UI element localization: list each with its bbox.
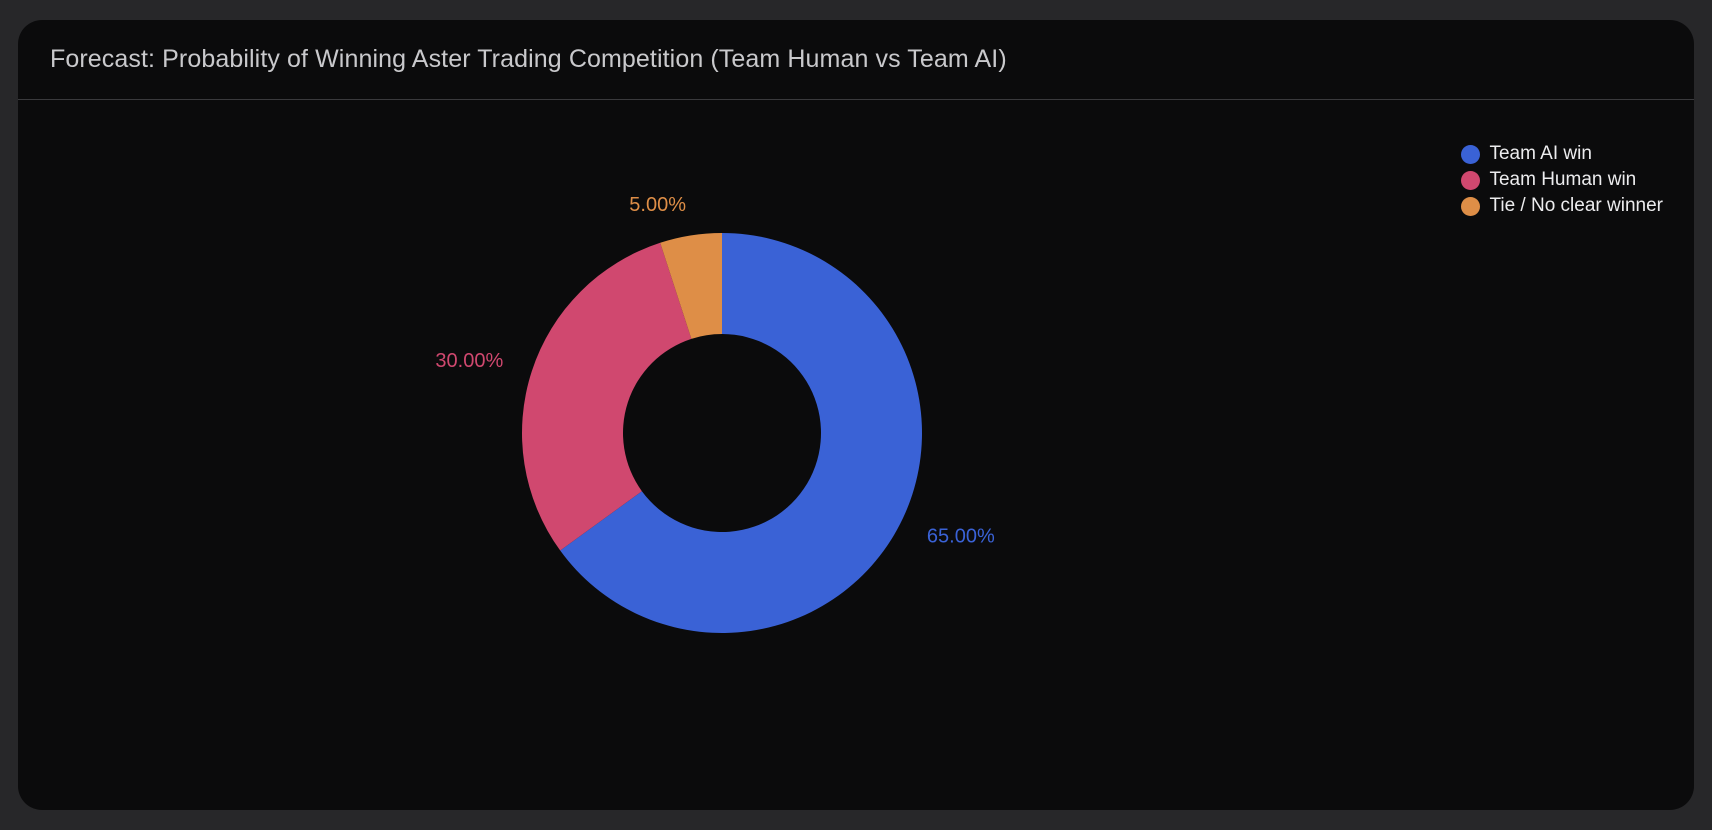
slice-team-ai[interactable]: [560, 233, 922, 633]
legend-swatch-tie: [1461, 196, 1481, 216]
legend-label-team-ai: Team AI win: [1489, 143, 1592, 164]
legend-item-team-human[interactable]: Team Human win: [1461, 167, 1663, 193]
card-header: Forecast: Probability of Winning Aster T…: [18, 20, 1694, 100]
legend-item-team-ai[interactable]: Team AI win: [1461, 141, 1663, 167]
legend-label-team-human: Team Human win: [1489, 169, 1637, 190]
legend-item-tie[interactable]: Tie / No clear winner: [1461, 193, 1663, 219]
donut-chart: 65.00% 30.00% 5.00%: [435, 194, 995, 633]
slice-tie[interactable]: [660, 233, 722, 339]
chart-area: 65.00% 30.00% 5.00% Team AI win Team Human…: [18, 101, 1694, 810]
legend-swatch-team-human: [1461, 170, 1481, 190]
slice-team-human[interactable]: [522, 242, 692, 551]
legend-label-tie: Tie / No clear winner: [1489, 195, 1663, 216]
legend-swatch-team-ai: [1461, 144, 1481, 164]
chart-card: Forecast: Probability of Winning Aster T…: [18, 20, 1694, 810]
data-label-team-ai: 65.00%: [927, 526, 995, 548]
data-label-tie: 5.00%: [629, 194, 686, 216]
donut-labels: 65.00% 30.00% 5.00%: [435, 194, 995, 548]
donut-slices: [522, 233, 922, 633]
chart-title: Forecast: Probability of Winning Aster T…: [50, 45, 1007, 73]
legend: Team AI win Team Human win Tie / No clea…: [1461, 141, 1663, 219]
data-label-team-human: 30.00%: [435, 350, 503, 372]
